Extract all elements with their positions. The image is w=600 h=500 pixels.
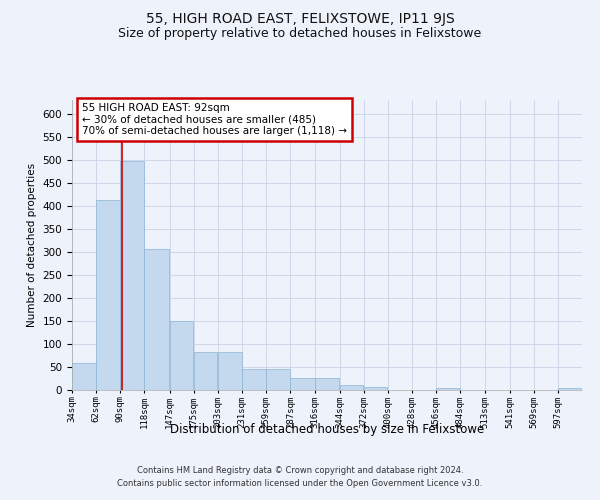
Bar	[121, 161, 144, 390]
Bar	[242, 370, 266, 390]
Bar	[145, 248, 169, 390]
Text: Contains HM Land Registry data © Crown copyright and database right 2024.
Contai: Contains HM Land Registry data © Crown c…	[118, 466, 482, 487]
Text: Size of property relative to detached houses in Felixstowe: Size of property relative to detached ho…	[118, 28, 482, 40]
Bar	[170, 321, 193, 390]
Bar	[290, 378, 315, 390]
Bar	[436, 388, 460, 390]
Bar	[218, 352, 242, 390]
Bar	[96, 200, 120, 390]
Text: Distribution of detached houses by size in Felixstowe: Distribution of detached houses by size …	[170, 422, 484, 436]
Text: 55, HIGH ROAD EAST, FELIXSTOWE, IP11 9JS: 55, HIGH ROAD EAST, FELIXSTOWE, IP11 9JS	[146, 12, 454, 26]
Bar	[266, 370, 290, 390]
Y-axis label: Number of detached properties: Number of detached properties	[27, 163, 37, 327]
Bar	[558, 388, 581, 390]
Bar	[194, 352, 217, 390]
Bar	[340, 386, 363, 390]
Bar	[316, 378, 339, 390]
Bar	[364, 387, 388, 390]
Text: 55 HIGH ROAD EAST: 92sqm
← 30% of detached houses are smaller (485)
70% of semi-: 55 HIGH ROAD EAST: 92sqm ← 30% of detach…	[82, 103, 347, 136]
Bar	[72, 364, 95, 390]
